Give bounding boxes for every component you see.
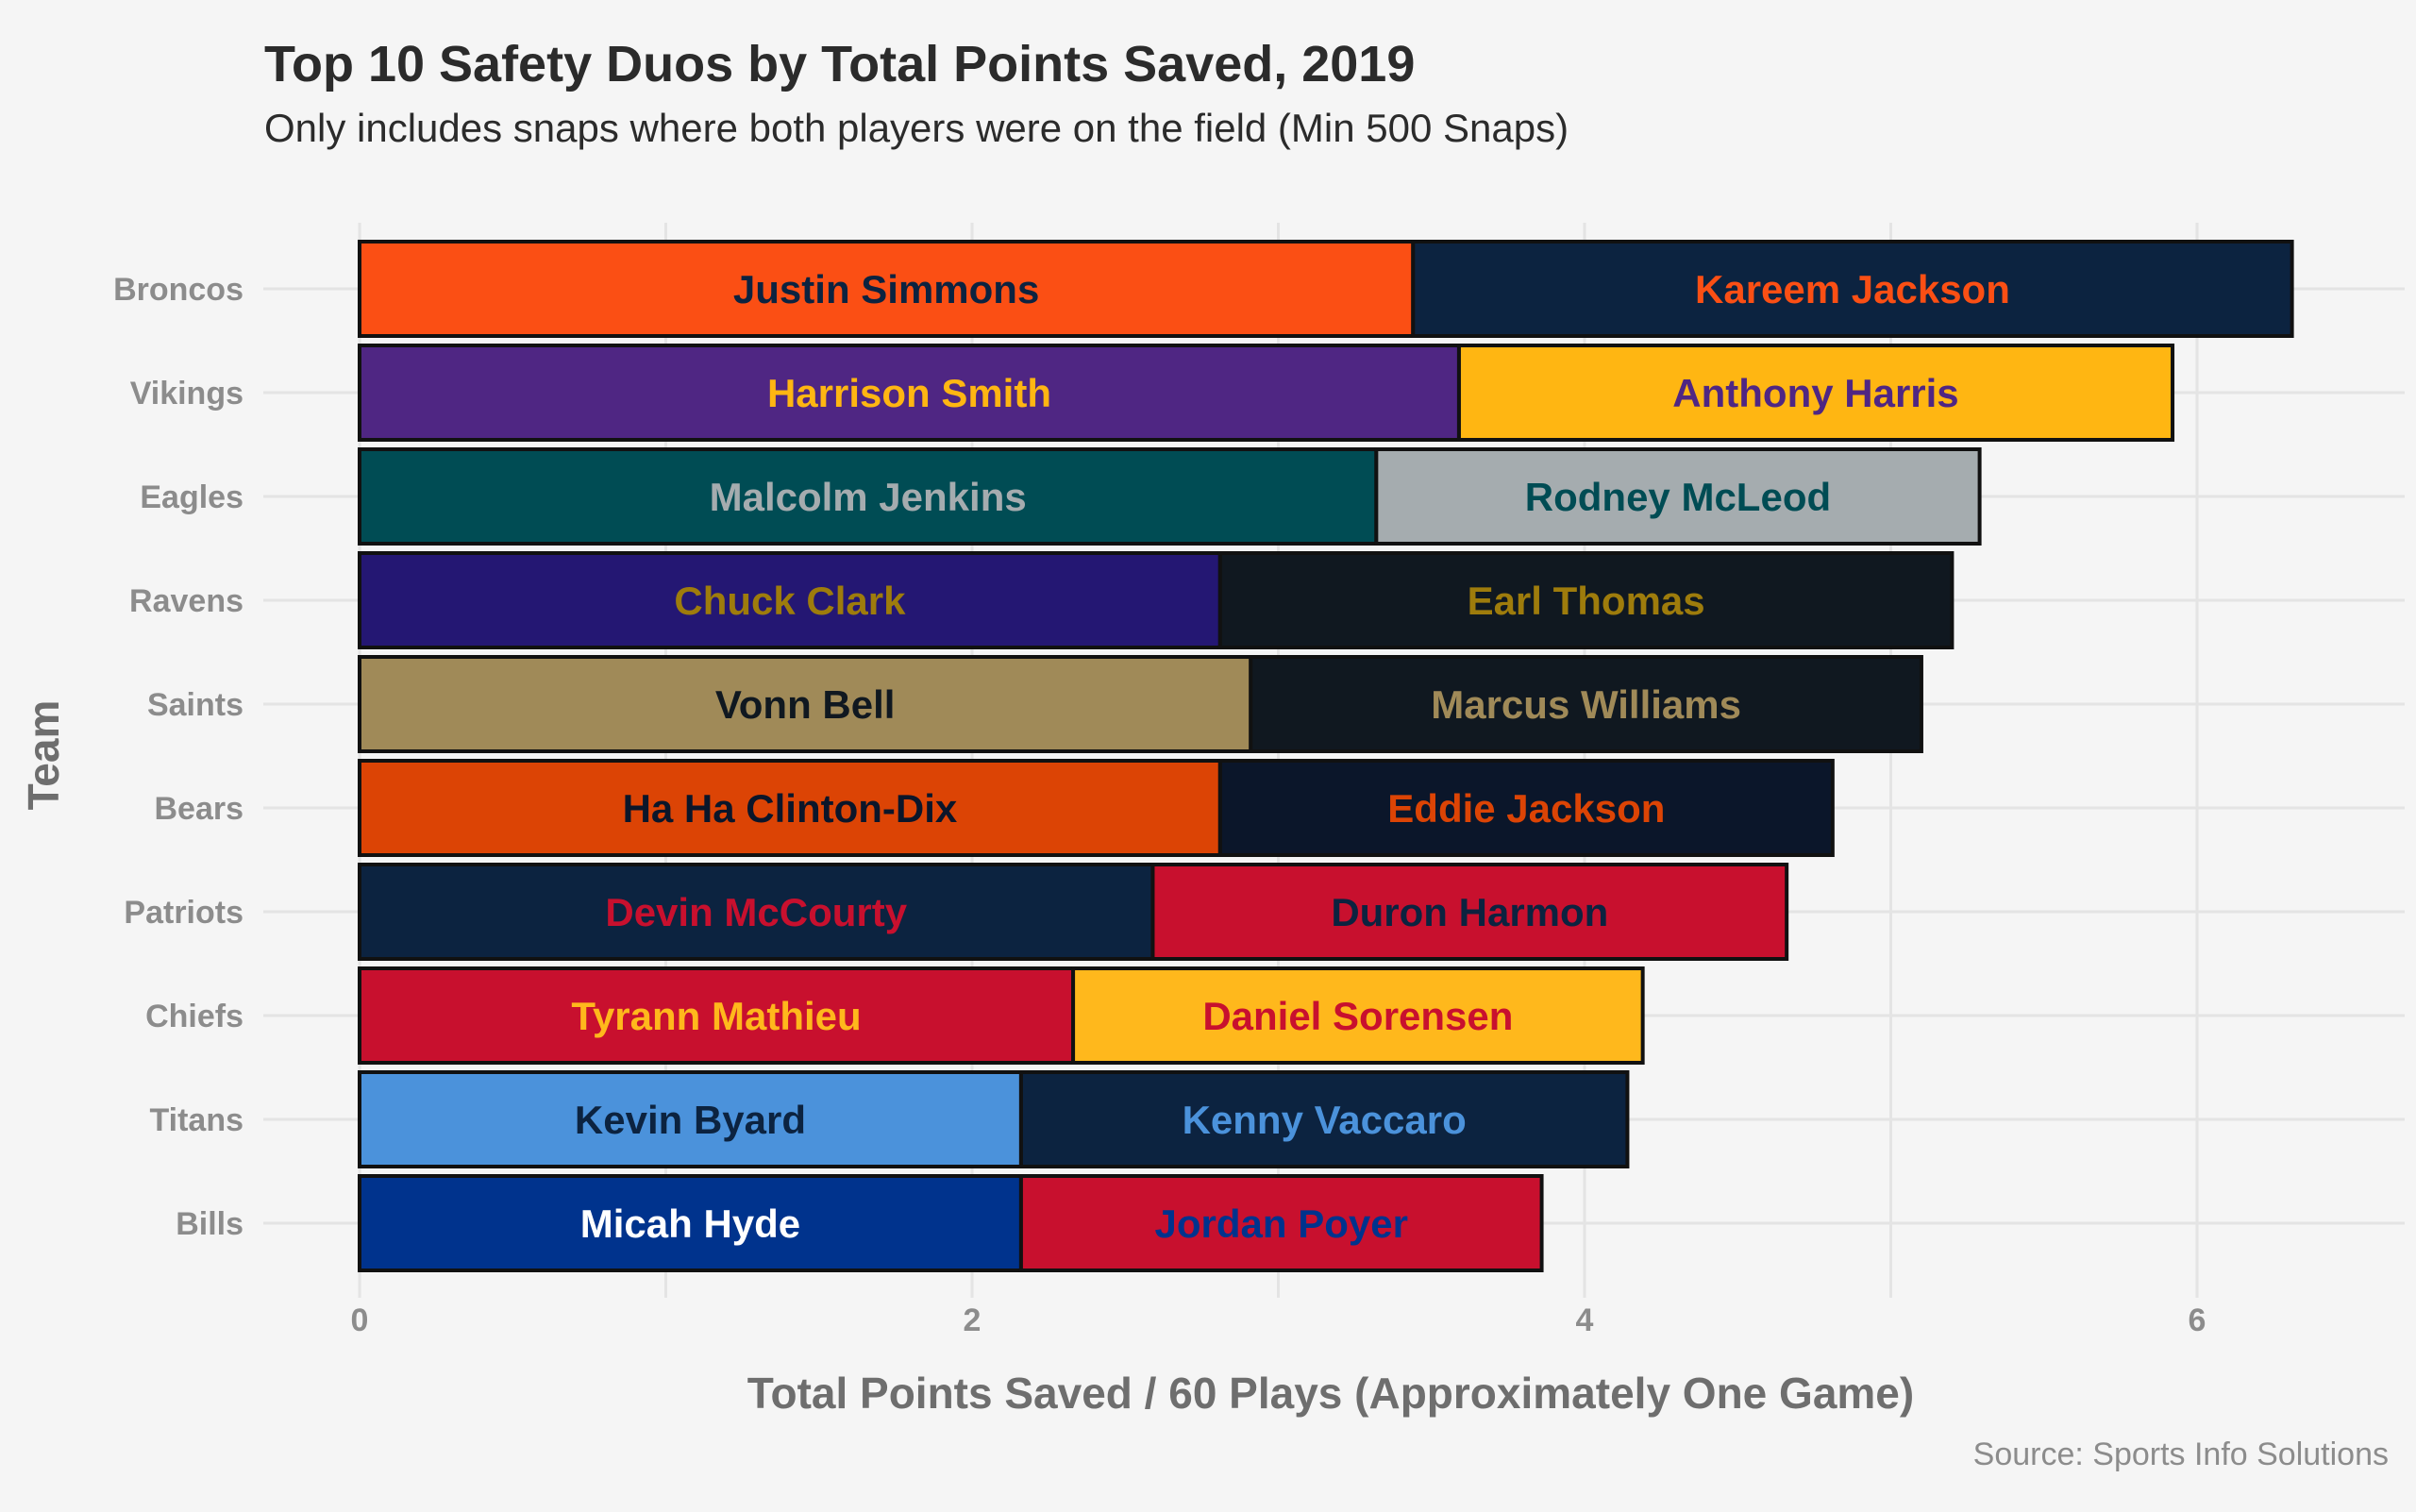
- bar-segment-2: [1018, 1070, 1630, 1168]
- y-tick-label: Patriots: [124, 895, 243, 931]
- bar-label: Malcolm Jenkins: [710, 475, 1027, 519]
- x-tick-label: 4: [1576, 1302, 1594, 1338]
- x-tick-label: 0: [351, 1302, 369, 1338]
- bar-segment-1: [358, 447, 1379, 546]
- bar-segment-1: [358, 966, 1076, 1065]
- bar-segment-1: [358, 1070, 1023, 1168]
- bar-label: Micah Hyde: [580, 1201, 800, 1246]
- bar-label: Daniel Sorensen: [1202, 994, 1513, 1038]
- bar-label: Tyrann Mathieu: [571, 994, 861, 1038]
- x-tick-label: 2: [964, 1302, 982, 1338]
- bar-segment-1: [358, 1174, 1023, 1272]
- bar-segment-1: [358, 344, 1461, 442]
- bar-segment-1: [358, 655, 1253, 753]
- y-tick-label: Titans: [149, 1102, 243, 1138]
- y-tick-label: Bears: [154, 791, 243, 827]
- bar-segment-2: [1374, 447, 1982, 546]
- chart-title: Top 10 Safety Duos by Total Points Saved…: [264, 36, 1415, 92]
- bar-segment-1: [358, 759, 1222, 857]
- y-tick-label: Ravens: [129, 583, 243, 619]
- y-axis-title: Team: [19, 700, 68, 811]
- bar-segment-2: [1217, 759, 1835, 857]
- bar-label: Devin McCourty: [605, 890, 907, 934]
- bar-label: Kareem Jackson: [1695, 267, 2010, 311]
- bar-segment-2: [1249, 655, 1923, 753]
- bar-label: Kenny Vaccaro: [1183, 1098, 1467, 1142]
- bar-label: Ha Ha Clinton-Dix: [623, 786, 958, 831]
- x-tick-label: 6: [2189, 1302, 2206, 1338]
- bar-segment-2: [1150, 863, 1789, 961]
- bar-label: Anthony Harris: [1672, 371, 1958, 415]
- bar-label: Marcus Williams: [1431, 682, 1741, 727]
- bar-label: Eddie Jackson: [1387, 786, 1665, 831]
- y-tick-label: Vikings: [130, 376, 243, 412]
- x-axis-title: Total Points Saved / 60 Plays (Approxima…: [747, 1369, 1914, 1418]
- bar-label: Kevin Byard: [575, 1098, 806, 1142]
- bars: Justin Simmons Kareem Jackson Harrison Smi…: [358, 240, 2294, 1272]
- bar-label: Duron Harmon: [1331, 890, 1608, 934]
- chart-subtitle: Only includes snaps where both players w…: [264, 106, 1569, 150]
- bar-label: Jordan Poyer: [1155, 1201, 1408, 1246]
- source-caption: Source: Sports Info Solutions: [1973, 1436, 2389, 1472]
- bar-segment-2: [1411, 240, 2294, 338]
- bar-segment-2: [1456, 344, 2175, 442]
- bar-segment-1: [358, 551, 1222, 649]
- bar-label: Justin Simmons: [733, 267, 1039, 311]
- y-tick-label: Eagles: [140, 479, 243, 515]
- bar-segment-2: [1071, 966, 1645, 1065]
- bar-label: Harrison Smith: [767, 371, 1051, 415]
- bar-label: Earl Thomas: [1468, 579, 1705, 623]
- y-tick-label: Chiefs: [145, 999, 243, 1034]
- bar-label: Vonn Bell: [715, 682, 896, 727]
- y-axis-ticks: Broncos Vikings Eagles Ravens Saints Bears Pat…: [113, 272, 243, 1242]
- bar-label: Rodney McLeod: [1525, 475, 1831, 519]
- y-tick-label: Broncos: [113, 272, 243, 308]
- bar-segment-2: [1018, 1174, 1544, 1272]
- y-tick-label: Saints: [147, 687, 243, 723]
- bar-label: Chuck Clark: [674, 579, 906, 623]
- y-tick-label: Bills: [176, 1206, 243, 1242]
- bar-segment-2: [1217, 551, 1955, 649]
- x-axis-ticks: 0 2 4 6: [351, 1302, 2206, 1338]
